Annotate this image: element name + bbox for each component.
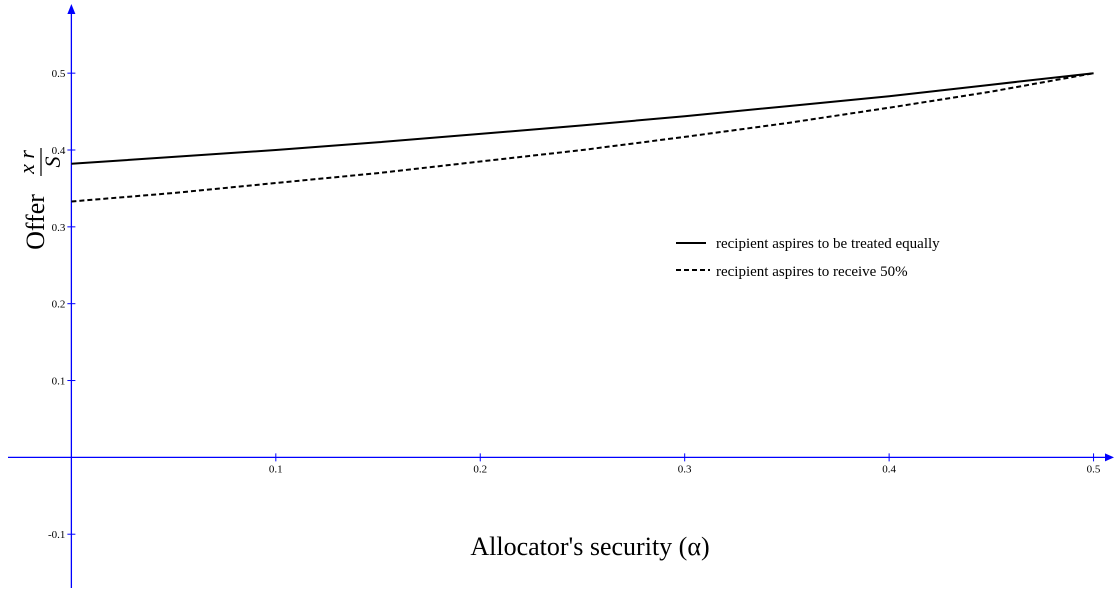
series-line-solid — [71, 72, 1094, 165]
x-tick-label: 0.3 — [678, 463, 692, 475]
y-tick-label: 0.3 — [52, 222, 66, 234]
axes — [8, 4, 1114, 588]
legend-label-solid: recipient aspires to be treated equally — [716, 236, 940, 252]
legend: recipient aspires to be treated equally … — [676, 236, 940, 280]
legend-label-dashed: recipient aspires to receive 50% — [716, 264, 908, 280]
y-axis-arrow — [67, 4, 76, 14]
x-tick-label: 0.1 — [269, 463, 283, 475]
x-tick-label: 0.5 — [1087, 463, 1101, 475]
y-axis-title-denominator: S — [40, 157, 65, 168]
x-axis-arrow — [1105, 453, 1114, 462]
ticks: 0.1 0.2 0.3 0.4 0.5 -0.1 0.1 0.2 0.3 0.4 0.5 — [48, 68, 1101, 541]
y-tick-label: 0.5 — [52, 68, 66, 80]
series-lines — [71, 72, 1094, 203]
x-axis-title: Allocator's security (α) — [470, 532, 709, 561]
x-tick-label: 0.4 — [882, 463, 896, 475]
y-tick-label: 0.1 — [52, 376, 66, 388]
y-axis-title: Offer x r S — [14, 148, 65, 250]
series-line-dashed — [71, 72, 1094, 203]
y-tick-label: 0.4 — [52, 145, 66, 157]
y-tick-label: 0.2 — [52, 299, 66, 311]
y-axis-title-word: Offer — [21, 194, 50, 250]
y-tick-label: -0.1 — [48, 529, 65, 541]
y-axis-title-numerator: x r — [14, 150, 39, 175]
x-tick-label: 0.2 — [473, 463, 487, 475]
